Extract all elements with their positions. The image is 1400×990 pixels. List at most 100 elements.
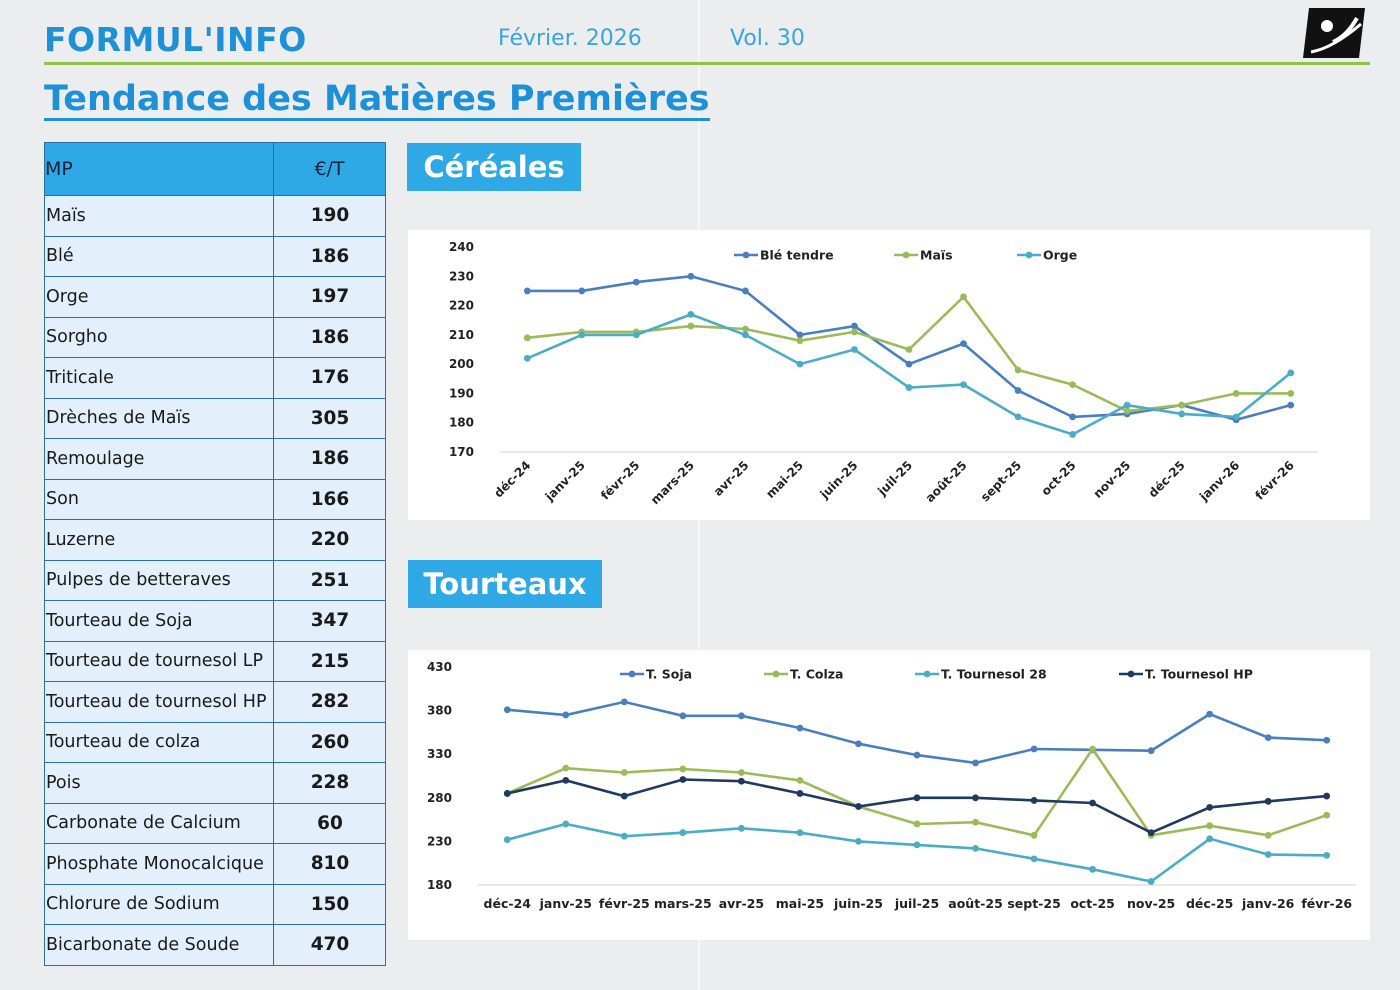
table-cell-mp: Tourteau de tournesol LP	[44, 640, 274, 682]
table-cell-mp: Remoulage	[44, 438, 274, 480]
table-cell-price: 186	[273, 235, 386, 277]
legend-marker	[628, 670, 636, 678]
data-point	[851, 346, 858, 353]
table-cell-mp: Orge	[44, 276, 274, 318]
data-point	[1232, 390, 1240, 397]
table-cell-price: 228	[273, 762, 386, 804]
x-tick-label: déc-24	[484, 896, 532, 911]
table-cell-price: 186	[273, 316, 386, 358]
data-point	[620, 792, 628, 800]
table-cell-price: 305	[273, 397, 386, 439]
data-point	[523, 354, 531, 362]
data-point	[855, 803, 862, 810]
data-point	[905, 346, 913, 353]
table-row: Triticale 176	[44, 357, 386, 399]
data-point	[855, 740, 862, 748]
table-row: Drèches de Maïs 305	[44, 397, 386, 439]
data-point	[913, 751, 921, 759]
x-tick-label: juin-25	[817, 458, 861, 502]
legend-marker	[1127, 670, 1135, 678]
x-tick-label: févr-25	[599, 896, 650, 911]
table-row: Bicarbonate de Soude 470	[44, 924, 386, 966]
table-row: Son 166	[44, 478, 386, 520]
data-point	[578, 287, 586, 295]
data-point	[1030, 745, 1038, 753]
data-point	[1069, 381, 1076, 389]
x-tick-label: mars-25	[648, 458, 697, 507]
table-row: Pulpes de betteraves 251	[44, 559, 386, 601]
table-cell-mp: Blé	[44, 235, 274, 277]
table-cell-price: 810	[273, 843, 386, 885]
data-point	[855, 838, 862, 845]
table-cell-mp: Drèches de Maïs	[44, 397, 274, 439]
data-point	[503, 706, 511, 714]
y-tick-label: 190	[449, 386, 474, 400]
y-tick-label: 240	[449, 240, 474, 254]
table-cell-price: 176	[273, 357, 386, 399]
data-point	[1206, 835, 1214, 843]
y-tick-label: 230	[449, 269, 474, 283]
table-cell-price: 220	[273, 519, 386, 561]
table-row: Maïs 190	[44, 195, 386, 237]
column-header-price: €/T	[273, 142, 386, 196]
x-tick-label: mai-25	[763, 458, 806, 501]
data-point	[913, 841, 921, 849]
data-point	[960, 340, 967, 348]
legend-marker	[902, 251, 910, 259]
data-point	[972, 794, 979, 802]
x-tick-label: juil-25	[894, 896, 939, 911]
section-header-tourteaux: Tourteaux	[408, 560, 602, 608]
table-cell-mp: Tourteau de colza	[44, 721, 274, 763]
data-point	[503, 790, 511, 797]
data-point	[960, 293, 967, 301]
data-point	[1264, 797, 1272, 805]
data-point	[1323, 811, 1331, 819]
x-tick-label: sept-25	[978, 458, 1024, 504]
data-point	[972, 844, 979, 852]
tourteaux-chart: 180 230 280 330 380 430 déc-24 janv-25 févr-25 ma…	[427, 660, 1356, 911]
x-tick-label: sept-25	[1007, 896, 1060, 911]
table-cell-price: 251	[273, 559, 386, 601]
table-cell-mp: Tourteau de tournesol HP	[44, 681, 274, 723]
table-row: Pois 228	[44, 762, 386, 804]
data-point	[1264, 831, 1272, 839]
data-point	[620, 832, 628, 840]
series-line	[526, 313, 1292, 436]
table-row: Luzerne 220	[44, 519, 386, 561]
data-point	[1232, 413, 1240, 421]
data-point	[562, 776, 570, 784]
data-point	[620, 769, 628, 776]
x-tick-label: mai-25	[776, 896, 824, 911]
data-point	[796, 790, 804, 797]
data-point	[1147, 747, 1155, 755]
data-point	[1147, 878, 1155, 885]
x-tick-label: févr-26	[1252, 458, 1296, 502]
data-point	[796, 724, 804, 732]
data-point	[687, 322, 695, 330]
data-point	[1014, 387, 1022, 394]
y-tick-label: 200	[449, 357, 474, 371]
table-cell-price: 166	[273, 478, 386, 520]
x-tick-label: nov-25	[1127, 896, 1175, 911]
y-tick-label: 210	[449, 328, 474, 342]
tourteaux-chart-panel: 180 230 280 330 380 430 déc-24 janv-25 févr-25 ma…	[408, 650, 1370, 940]
data-point	[1206, 822, 1214, 830]
table-cell-mp: Carbonate de Calcium	[44, 802, 274, 844]
page-title: Tendance des Matières Premières	[44, 79, 710, 121]
data-point	[679, 776, 687, 783]
data-point	[503, 836, 511, 844]
table-cell-price: 150	[273, 883, 386, 925]
table-cell-price: 186	[273, 438, 386, 480]
y-tick-label: 330	[427, 747, 452, 761]
legend-label: Maïs	[920, 248, 953, 263]
data-point	[523, 287, 531, 295]
legend-marker	[772, 670, 780, 678]
data-point	[1178, 401, 1186, 409]
cereales-chart-panel: 170 180 190 200 210 220 230 240 déc-24 janv-25 fév…	[408, 230, 1370, 520]
data-point	[742, 287, 749, 295]
data-point	[1089, 799, 1096, 807]
data-point	[796, 776, 804, 784]
data-point	[796, 331, 804, 339]
x-tick-label: janv-25	[542, 458, 588, 504]
table-cell-price: 347	[273, 600, 386, 642]
